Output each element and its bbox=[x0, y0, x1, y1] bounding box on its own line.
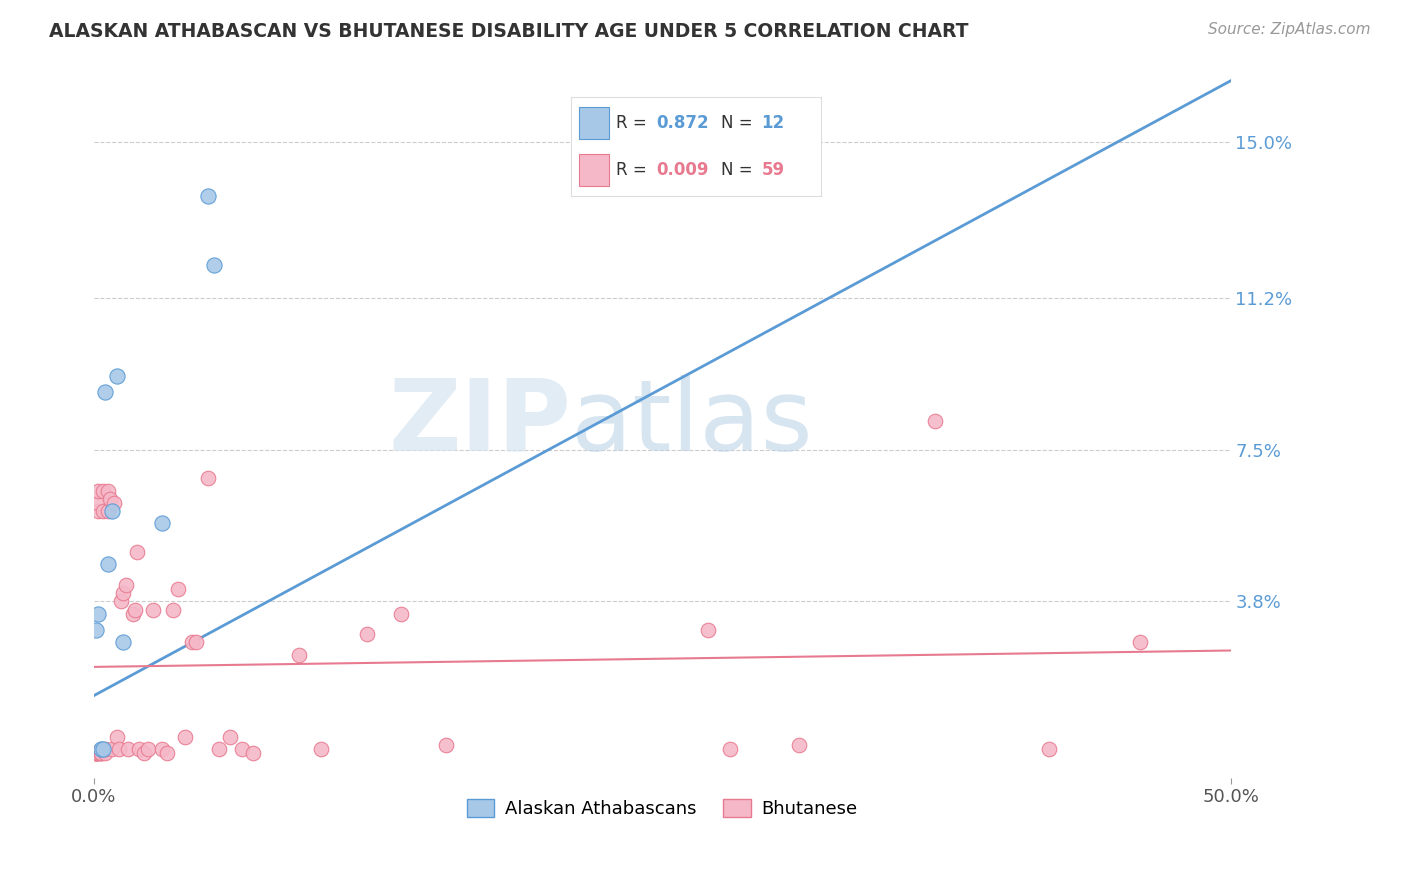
Point bbox=[108, 742, 131, 756]
Point bbox=[91, 483, 114, 498]
Point bbox=[97, 558, 120, 572]
Point bbox=[150, 516, 173, 531]
Point bbox=[231, 742, 253, 756]
Point bbox=[91, 504, 114, 518]
Point bbox=[87, 607, 110, 621]
Point bbox=[87, 504, 110, 518]
Point bbox=[103, 496, 125, 510]
Point bbox=[84, 746, 107, 760]
Point bbox=[90, 746, 112, 760]
Point bbox=[101, 742, 124, 756]
Point bbox=[97, 483, 120, 498]
Text: atlas: atlas bbox=[571, 375, 813, 472]
Point bbox=[87, 746, 110, 760]
Point bbox=[127, 545, 149, 559]
Point bbox=[197, 188, 219, 202]
Point bbox=[173, 730, 195, 744]
Point bbox=[84, 746, 107, 760]
Point bbox=[356, 627, 378, 641]
Point bbox=[696, 623, 718, 637]
Point bbox=[287, 648, 309, 662]
Point bbox=[142, 602, 165, 616]
Point bbox=[84, 746, 107, 760]
Point bbox=[94, 385, 117, 400]
Point bbox=[98, 491, 121, 506]
Point bbox=[110, 594, 132, 608]
Text: ALASKAN ATHABASCAN VS BHUTANESE DISABILITY AGE UNDER 5 CORRELATION CHART: ALASKAN ATHABASCAN VS BHUTANESE DISABILI… bbox=[49, 22, 969, 41]
Point bbox=[924, 414, 946, 428]
Text: Source: ZipAtlas.com: Source: ZipAtlas.com bbox=[1208, 22, 1371, 37]
Point bbox=[787, 738, 810, 752]
Point bbox=[167, 582, 190, 596]
Point bbox=[180, 635, 202, 649]
Point bbox=[208, 742, 231, 756]
Point bbox=[114, 578, 136, 592]
Point bbox=[1038, 742, 1060, 756]
Point bbox=[90, 742, 112, 756]
Point bbox=[84, 746, 107, 760]
Point bbox=[242, 746, 264, 760]
Point bbox=[87, 746, 110, 760]
Point bbox=[162, 602, 184, 616]
Point bbox=[132, 746, 155, 760]
Point bbox=[156, 746, 179, 760]
Point bbox=[94, 742, 117, 756]
Point bbox=[219, 730, 242, 744]
Point bbox=[1129, 635, 1152, 649]
Point bbox=[84, 623, 107, 637]
Text: ZIP: ZIP bbox=[388, 375, 571, 472]
Point bbox=[128, 742, 150, 756]
Point bbox=[105, 368, 128, 383]
Point bbox=[97, 504, 120, 518]
Point bbox=[84, 746, 107, 760]
Point bbox=[138, 742, 160, 756]
Point bbox=[121, 607, 143, 621]
Point bbox=[90, 746, 112, 760]
Point bbox=[84, 746, 107, 760]
Point bbox=[91, 742, 114, 756]
Point bbox=[186, 635, 208, 649]
Point bbox=[105, 730, 128, 744]
Point bbox=[90, 746, 112, 760]
Point bbox=[101, 504, 124, 518]
Point bbox=[87, 496, 110, 510]
Point bbox=[309, 742, 332, 756]
Point bbox=[197, 471, 219, 485]
Legend: Alaskan Athabascans, Bhutanese: Alaskan Athabascans, Bhutanese bbox=[460, 791, 865, 825]
Point bbox=[117, 742, 139, 756]
Point bbox=[434, 738, 457, 752]
Point bbox=[112, 586, 135, 600]
Point bbox=[112, 635, 135, 649]
Point bbox=[720, 742, 742, 756]
Point bbox=[94, 746, 117, 760]
Point bbox=[150, 742, 173, 756]
Point bbox=[87, 483, 110, 498]
Point bbox=[124, 602, 146, 616]
Point bbox=[202, 258, 225, 272]
Point bbox=[389, 607, 412, 621]
